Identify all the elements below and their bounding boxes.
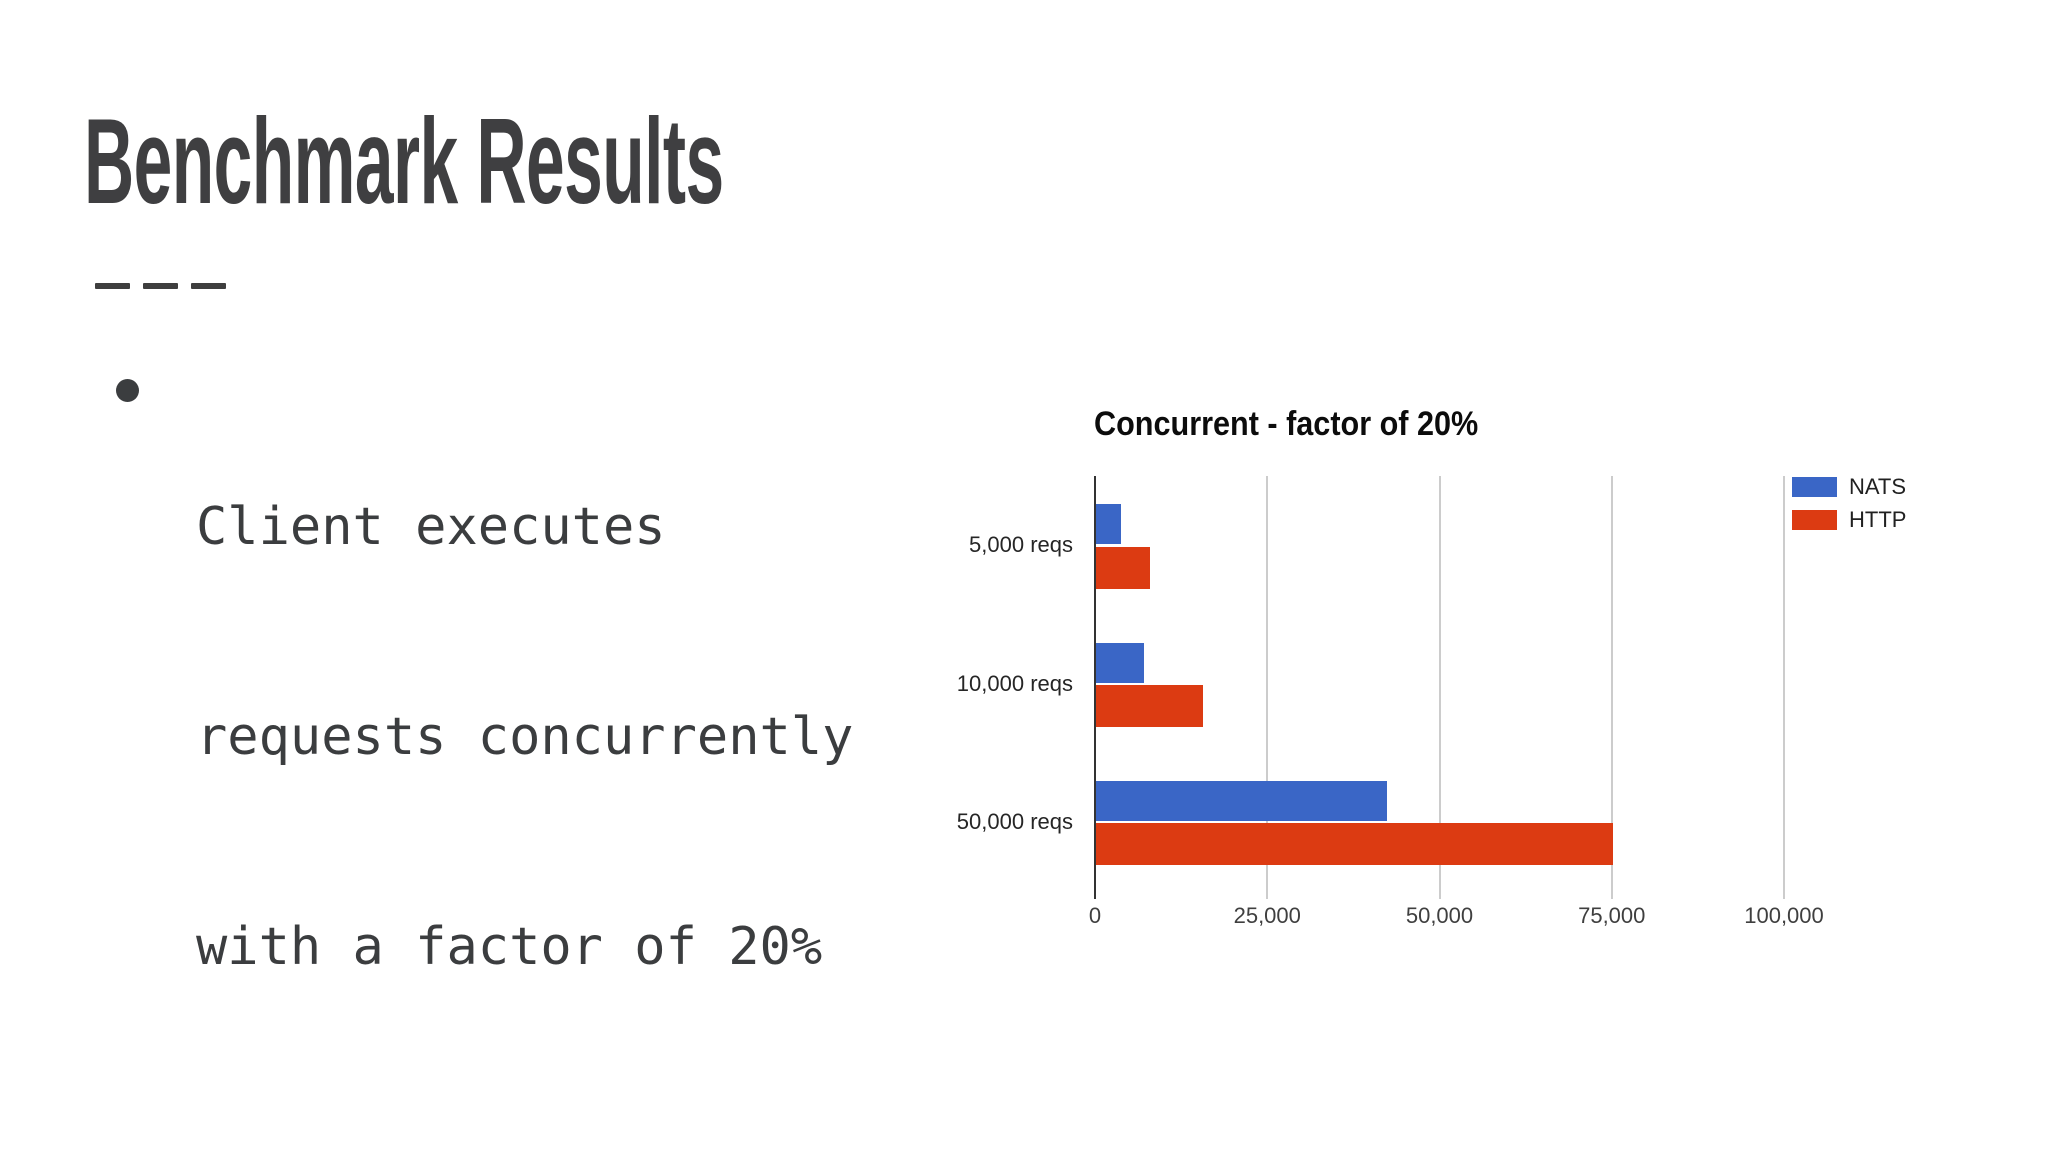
divider-dash — [143, 283, 178, 289]
legend-label-http: HTTP — [1849, 507, 1907, 532]
y-axis-line — [1094, 476, 1096, 899]
divider-dash — [191, 283, 226, 289]
bullet-line-1: Client executes — [196, 497, 666, 557]
x-tick-label: 25,000 — [1233, 903, 1301, 928]
page-title: Benchmark Results — [84, 93, 724, 229]
title-divider — [95, 283, 226, 289]
bar-nats-1 — [1096, 642, 1145, 683]
bullet-line-2: requests concurrently — [196, 707, 854, 767]
x-gridline — [1438, 476, 1441, 899]
x-tick-label: 50,000 — [1405, 903, 1474, 928]
bullet-line-3: with a factor of 20% — [196, 917, 823, 977]
category-label: 50,000 reqs — [956, 808, 1073, 834]
bar-nats-0 — [1096, 504, 1121, 545]
x-tick-label: 75,000 — [1578, 903, 1646, 928]
bar-http-0 — [1096, 546, 1150, 589]
category-label: 10,000 reqs — [956, 670, 1073, 696]
divider-dash — [95, 283, 130, 289]
bar-nats-2 — [1096, 780, 1388, 821]
bar-http-2 — [1096, 823, 1613, 866]
x-tick-label: 100,000 — [1744, 903, 1824, 928]
x-tick-label: 0 — [1088, 903, 1102, 928]
x-gridline — [1610, 476, 1613, 899]
legend-swatch-nats — [1792, 477, 1837, 497]
legend-swatch-http — [1792, 510, 1837, 530]
x-gridline — [1783, 476, 1785, 899]
bar-http-1 — [1096, 685, 1203, 727]
legend-label-nats: NATS — [1849, 474, 1907, 499]
bullet-text: Client executes requests concurrently wi… — [196, 352, 853, 1122]
bullet-dot — [116, 379, 139, 402]
chart-title: Concurrent - factor of 20% — [1094, 405, 1479, 443]
x-gridline — [1266, 476, 1269, 899]
category-label: 5,000 reqs — [969, 532, 1073, 558]
